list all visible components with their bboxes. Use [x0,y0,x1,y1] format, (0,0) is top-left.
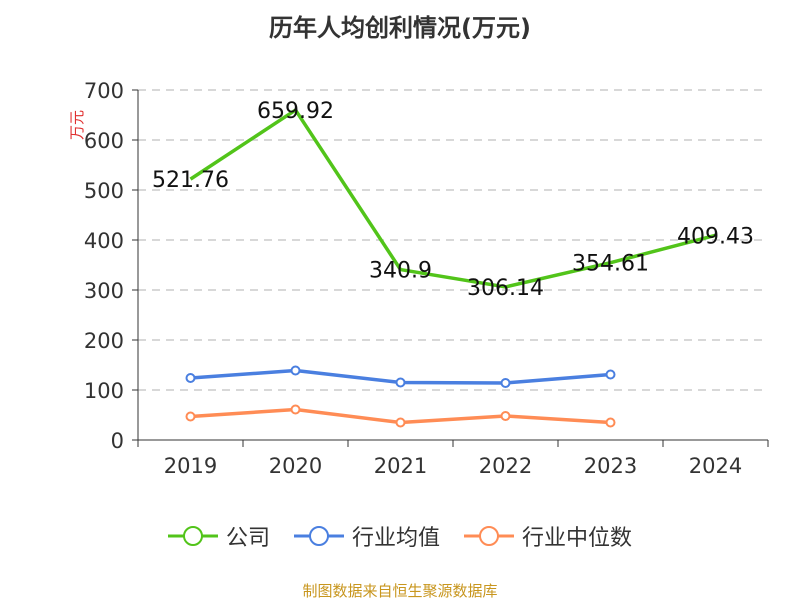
data-label: 354.61 [572,252,649,277]
legend-item-company[interactable]: 公司 [167,520,270,552]
data-point [185,411,196,422]
data-point [500,411,511,421]
y-tick-label: 500 [84,179,124,203]
y-tick-label: 200 [84,329,124,353]
data-point [605,417,616,428]
data-label: 306.14 [467,276,544,301]
x-tick-label: 2019 [164,454,217,478]
legend-item-industry-median[interactable]: 行业中位数 [464,520,632,552]
legend-label: 公司 [225,526,270,551]
y-tick-label: 0 [111,429,124,453]
legend-marker-icon [167,526,218,546]
y-tick-label: 700 [84,79,124,103]
data-point [395,377,406,388]
data-point [290,404,301,415]
y-tick-label: 400 [84,229,124,253]
series-line [189,108,716,289]
x-tick-label: 2024 [689,454,742,478]
data-label: 340.9 [369,259,432,284]
legend-marker-icon [293,526,344,546]
legend: 公司 行业均值 行业中位数 [0,520,800,552]
y-tick-label: 100 [84,379,124,403]
chart-title: 历年人均创利情况(万元) [269,14,531,42]
x-tick-label: 2023 [584,454,637,478]
data-label: 409.43 [677,224,754,249]
data-point [185,373,196,383]
data-point [395,417,406,428]
data-label: 659.92 [257,99,334,124]
data-point [605,369,616,380]
x-tick-label: 2021 [374,454,427,478]
legend-item-industry-average[interactable]: 行业均值 [293,520,440,552]
legend-label: 行业中位数 [522,526,633,551]
x-tick-label: 2022 [479,454,532,478]
x-tick-label: 2020 [269,454,322,478]
legend-marker-icon [464,526,514,546]
data-point [290,365,301,376]
data-point [500,378,511,388]
y-tick-label: 600 [84,129,124,153]
source-note: 制图数据来自恒生聚源数据库 [302,582,498,600]
y-tick-label: 300 [84,279,124,303]
data-label: 521.76 [152,168,229,193]
legend-label: 行业均值 [351,526,440,551]
